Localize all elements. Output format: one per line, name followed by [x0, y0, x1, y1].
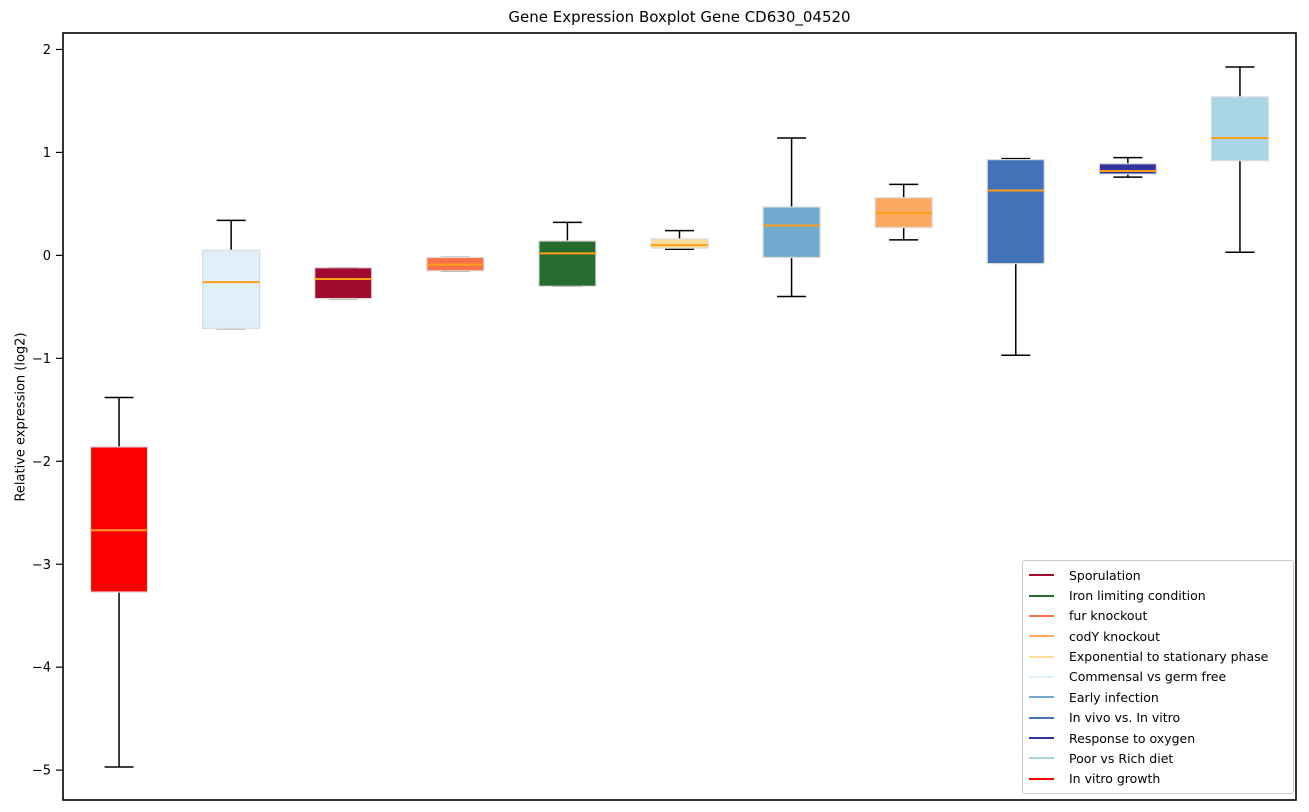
legend-item-cody-knockout: codY knockout: [1023, 626, 1293, 646]
box: [986, 159, 1045, 265]
legend-label: Sporulation: [1069, 567, 1141, 583]
y-tick-label: −1: [32, 352, 51, 367]
box: [1210, 96, 1270, 162]
legend-swatch: [1029, 655, 1054, 658]
legend-label: Early infection: [1069, 689, 1159, 705]
legend-item-sporulation: Sporulation: [1023, 565, 1293, 585]
boxplot-iron-limiting-condition: [538, 221, 597, 288]
legend-item-poor-vs-rich-diet: Poor vs Rich diet: [1023, 748, 1293, 768]
box: [202, 249, 261, 330]
legend: Sporulation Iron limiting condition fur kn…: [1022, 560, 1294, 794]
y-tick-label: −5: [32, 764, 51, 779]
legend-item-in-vivo-vs-in-vitro: In vivo vs. In vitro: [1023, 708, 1293, 728]
legend-swatch: [1029, 777, 1054, 780]
boxplot-in-vitro-growth: [89, 396, 149, 768]
legend-label: fur knockout: [1069, 608, 1148, 624]
legend-label: Exponential to stationary phase: [1069, 649, 1269, 665]
box: [762, 206, 821, 259]
y-tick-label: −4: [32, 661, 51, 676]
legend-label: Poor vs Rich diet: [1069, 750, 1174, 766]
legend-label: In vitro growth: [1069, 771, 1161, 787]
legend-label: Commensal vs germ free: [1069, 669, 1227, 685]
legend-swatch: [1029, 635, 1054, 638]
legend-item-early-infection: Early infection: [1023, 687, 1293, 707]
y-tick-label: −3: [32, 558, 51, 573]
legend-item-response-to-oxygen: Response to oxygen: [1023, 728, 1293, 748]
boxplot-poor-vs-rich-diet: [1210, 66, 1270, 254]
boxplot-response-to-oxygen: [1098, 156, 1157, 178]
legend-swatch: [1029, 614, 1054, 617]
legend-item-in-vitro-growth: In vitro growth: [1023, 769, 1293, 789]
legend-swatch: [1029, 594, 1054, 597]
box: [650, 238, 709, 249]
box: [314, 267, 373, 300]
box: [1098, 163, 1157, 175]
boxplot-fur-knockout: [426, 256, 485, 272]
y-tick-label: 2: [43, 43, 51, 58]
y-tick-label: 0: [43, 249, 51, 264]
boxplot-sporulation: [314, 266, 373, 300]
boxplot-commensal-vs-germ-free: [202, 219, 261, 330]
legend-label: Iron limiting condition: [1069, 588, 1206, 604]
legend-item-fur-knockout: fur knockout: [1023, 606, 1293, 626]
legend-item-iron-limiting-condition: Iron limiting condition: [1023, 586, 1293, 606]
legend-swatch: [1029, 696, 1054, 699]
legend-label: In vivo vs. In vitro: [1069, 710, 1181, 726]
legend-swatch: [1029, 574, 1054, 577]
boxplot-exponential-to-stationary-phase: [650, 229, 709, 250]
box: [89, 446, 149, 593]
box: [538, 240, 597, 287]
legend-swatch: [1029, 716, 1054, 719]
legend-swatch: [1029, 675, 1054, 678]
chart-title: Gene Expression Boxplot Gene CD630_04520: [508, 8, 851, 26]
legend-swatch: [1029, 757, 1054, 760]
legend-item-exponential-to-stationary-phase: Exponential to stationary phase: [1023, 647, 1293, 667]
boxplot-early-infection: [762, 137, 821, 298]
boxplot-in-vivo-vs-in-vitro: [986, 157, 1045, 356]
legend-item-commensal-vs-germ-free: Commensal vs germ free: [1023, 667, 1293, 687]
boxplot-cody-knockout: [874, 183, 933, 241]
legend-label: codY knockout: [1069, 628, 1161, 644]
legend-label: Response to oxygen: [1069, 730, 1196, 746]
y-tick-label: −2: [32, 455, 51, 470]
legend-swatch: [1029, 737, 1054, 740]
y-tick-label: 1: [43, 146, 51, 161]
